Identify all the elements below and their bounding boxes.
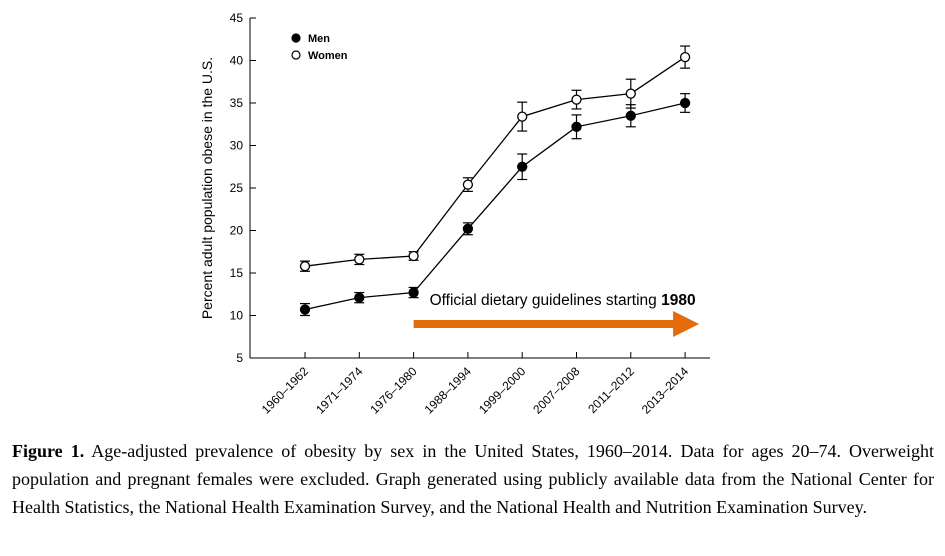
x-tick-label: 1976–1980 — [367, 364, 420, 417]
x-tick-label: 1960–1962 — [259, 364, 312, 417]
caption-text: Age-adjusted prevalence of obesity by se… — [12, 441, 934, 517]
data-point — [625, 110, 636, 121]
y-tick-label: 30 — [230, 139, 244, 153]
x-tick-label: 1971–1974 — [313, 364, 366, 417]
y-tick-label: 20 — [230, 224, 244, 238]
x-tick-label: 1999–2000 — [476, 364, 529, 417]
legend-marker — [291, 50, 301, 60]
data-point — [354, 254, 365, 265]
legend-label: Men — [308, 33, 330, 45]
data-point — [354, 292, 365, 303]
x-tick-label: 2011–2012 — [585, 364, 637, 416]
series-women — [299, 45, 691, 272]
data-point — [462, 179, 474, 190]
series-layer — [299, 45, 691, 317]
caption-label: Figure 1. — [12, 441, 85, 461]
y-tick-label: 10 — [230, 309, 244, 323]
y-tick-label: 40 — [230, 54, 244, 68]
chart-legend: Men Women — [291, 33, 348, 62]
series-line — [304, 102, 686, 311]
data-point — [571, 121, 582, 132]
legend-label: Women — [308, 50, 348, 62]
obesity-chart: 5 10 15 20 25 30 35 40 45 1960–1962 1971–1974 1976… — [199, 11, 710, 417]
figure-caption: Figure 1. Age-adjusted prevalence of obe… — [12, 437, 934, 521]
data-point — [408, 250, 419, 262]
y-tick-label: 35 — [230, 96, 244, 110]
legend-marker — [291, 33, 301, 43]
x-tick-label: 2013–2014 — [639, 364, 692, 417]
data-point — [625, 88, 636, 99]
data-point — [517, 161, 528, 172]
y-tick-label: 25 — [230, 181, 244, 195]
series-line — [304, 56, 686, 267]
x-tick-label: 1988–1994 — [422, 364, 475, 417]
data-point — [299, 261, 311, 272]
data-point — [462, 223, 474, 234]
y-tick-label: 45 — [230, 11, 244, 25]
arrow-head — [673, 311, 700, 337]
data-point — [517, 111, 528, 122]
annotation-text-regular: Official dietary guidelines starting — [430, 292, 661, 309]
data-point — [679, 51, 691, 63]
dietary-guidelines-annotation: Official dietary guidelines starting 198… — [413, 292, 700, 337]
y-tick-label: 15 — [230, 266, 244, 280]
annotation-text: Official dietary guidelines starting 198… — [430, 292, 696, 309]
y-axis-title: Percent adult population obese in the U.… — [199, 57, 215, 319]
data-point — [299, 304, 311, 315]
data-point — [679, 97, 691, 109]
x-axis-ticks: 1960–1962 1971–1974 1976–1980 1988–1994 1999… — [259, 352, 692, 417]
annotation-text-bold: 1980 — [661, 292, 695, 309]
data-point — [408, 287, 419, 298]
data-point — [571, 94, 582, 105]
y-axis-ticks: 5 10 15 20 25 30 35 40 45 — [230, 11, 256, 365]
series-men — [299, 93, 691, 317]
x-tick-label: 2007–2008 — [530, 364, 583, 417]
y-tick-label: 5 — [236, 351, 243, 365]
